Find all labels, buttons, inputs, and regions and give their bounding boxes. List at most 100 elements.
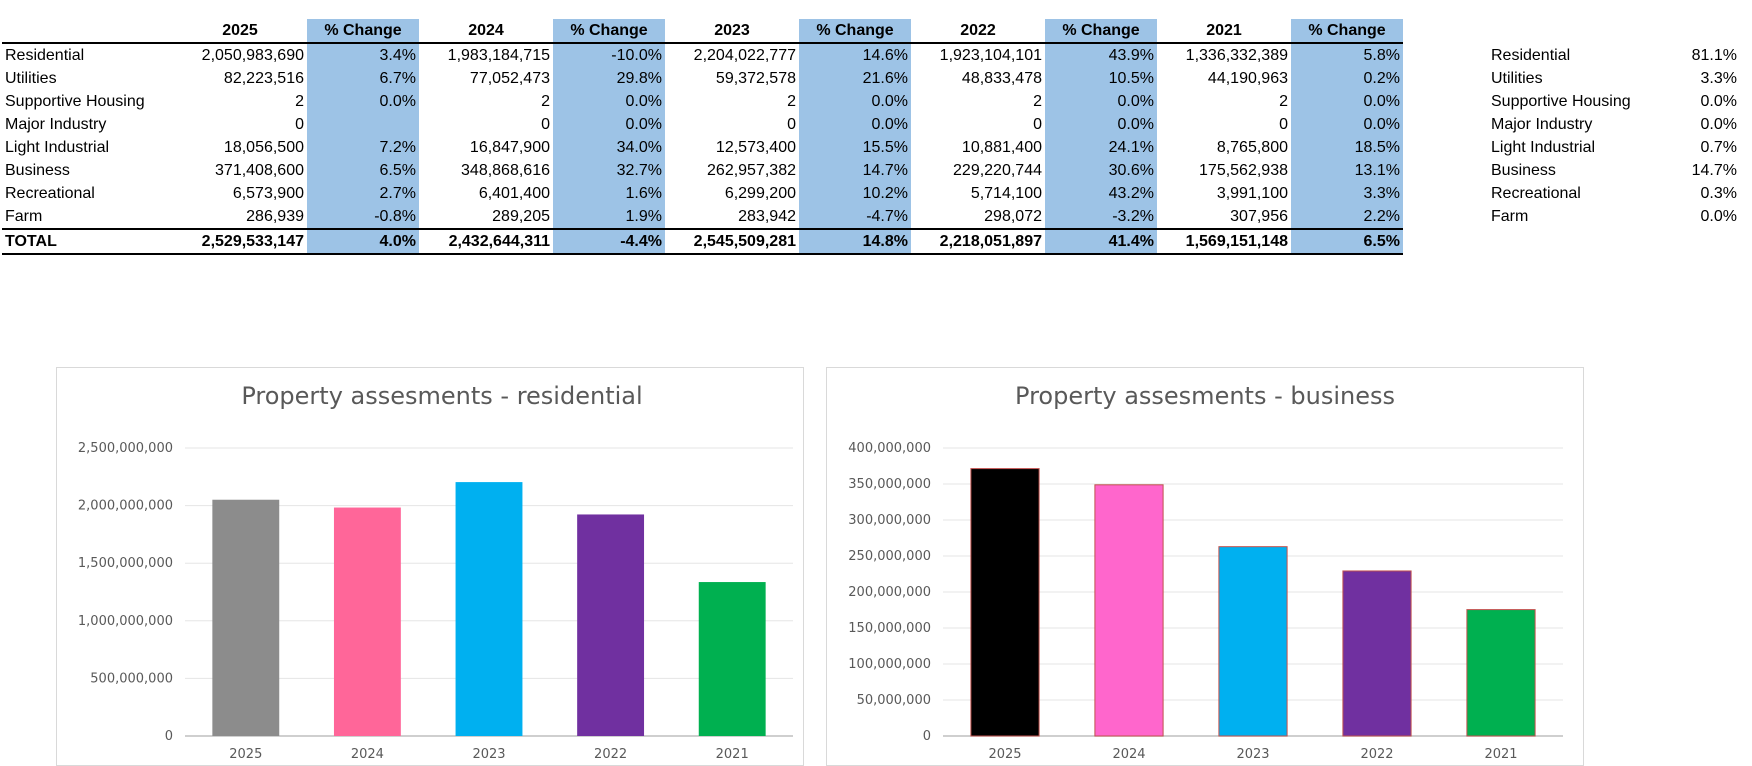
assessment-value-cell: 0 <box>541 116 550 133</box>
assessment-value-cell: 2 <box>1279 93 1288 110</box>
percent-change-cell: 14.7% <box>799 159 911 182</box>
row-label: Farm <box>5 208 43 225</box>
share-table: Residential 81.1% Utilities 3.3% Supportive … <box>1488 44 1740 228</box>
percent-change-cell: 34.0% <box>553 136 665 159</box>
percent-change-cell: -4.4% <box>553 228 665 255</box>
assessment-value-cell: 6,573,900 <box>232 185 304 202</box>
assessment-value-cell: 6,299,200 <box>724 185 796 202</box>
percent-change-cell: 3.3% <box>1291 182 1403 205</box>
percent-change-cell: 14.8% <box>799 228 911 255</box>
row-label: Light Industrial <box>5 139 110 156</box>
change-header: % Change <box>799 19 911 44</box>
percent-change-cell: 10.5% <box>1045 67 1157 90</box>
table-row: Residential 2,050,983,690 3.4% 1,983,184,71… <box>2 43 1403 67</box>
y-tick-label: 0 <box>923 729 931 744</box>
percent-change-cell: -10.0% <box>553 43 665 67</box>
assessment-value-cell: 286,939 <box>246 208 304 225</box>
percent-change-cell: 0.0% <box>307 90 419 113</box>
percent-change-cell: 0.2% <box>1291 67 1403 90</box>
row-label: Recreational <box>5 185 95 202</box>
row-label: TOTAL <box>2 228 173 255</box>
assessment-value-cell: 2 <box>541 93 550 110</box>
bar-2025 <box>970 468 1040 737</box>
bar-2025 <box>212 499 280 736</box>
x-tick-label: 2023 <box>472 747 505 762</box>
assessment-value-cell: 229,220,744 <box>953 162 1042 179</box>
assessment-value-cell: 2,432,644,311 <box>419 228 553 255</box>
assessment-value-cell: 12,573,400 <box>715 139 796 156</box>
assessment-value-cell: 10,881,400 <box>961 139 1042 156</box>
percent-change-cell: 21.6% <box>799 67 911 90</box>
assessment-value-cell: 298,072 <box>984 208 1042 225</box>
bar-2024 <box>333 507 401 736</box>
bar-2022 <box>577 514 645 736</box>
percent-change-cell: 4.0% <box>307 228 419 255</box>
y-tick-label: 1,500,000,000 <box>78 556 173 571</box>
share-label: Residential <box>1491 47 1571 64</box>
y-tick-label: 300,000,000 <box>848 513 931 528</box>
row-label: Utilities <box>5 70 57 87</box>
assessment-value-cell: 16,847,900 <box>469 139 550 156</box>
assessment-value-cell: 2 <box>295 93 304 110</box>
x-tick-label: 2024 <box>1112 747 1145 762</box>
share-label: Utilities <box>1491 70 1543 87</box>
percent-change-cell: 43.2% <box>1045 182 1157 205</box>
y-tick-label: 500,000,000 <box>90 671 173 686</box>
y-tick-label: 400,000,000 <box>848 441 931 456</box>
share-value: 14.7% <box>1691 162 1737 179</box>
assessment-value-cell: 1,569,151,148 <box>1157 228 1291 255</box>
percent-change-cell: 24.1% <box>1045 136 1157 159</box>
assessment-value-cell: 307,956 <box>1230 208 1288 225</box>
table-row: Utilities 82,223,516 6.7% 77,052,473 29.8% 59… <box>2 67 1403 90</box>
share-label: Supportive Housing <box>1491 93 1631 110</box>
y-tick-label: 50,000,000 <box>857 693 931 708</box>
share-row: Light Industrial 0.7% <box>1488 136 1740 159</box>
bar-2023 <box>1218 546 1288 737</box>
share-row: Farm 0.0% <box>1488 205 1740 228</box>
percent-change-cell: 1.9% <box>553 205 665 229</box>
table-row: Recreational 6,573,900 2.7% 6,401,400 1.6% 6,… <box>2 182 1403 205</box>
x-tick-label: 2025 <box>229 747 262 762</box>
assessment-value-cell: 18,056,500 <box>223 139 304 156</box>
percent-change-cell: 6.5% <box>1291 228 1403 255</box>
assessment-value-cell: 3,991,100 <box>1216 185 1288 202</box>
percent-change-cell: 0.0% <box>1045 90 1157 113</box>
year-header: 2025 <box>173 19 307 44</box>
share-label: Recreational <box>1491 185 1581 202</box>
assessment-value-cell: 2,529,533,147 <box>173 228 307 255</box>
percent-change-cell: -4.7% <box>799 205 911 229</box>
percent-change-cell: 5.8% <box>1291 43 1403 67</box>
table-row: Farm 286,939 -0.8% 289,205 1.9% 283,942 -4.7% 2… <box>2 205 1403 229</box>
percent-change-cell: 0.0% <box>799 90 911 113</box>
percent-change-cell: 1.6% <box>553 182 665 205</box>
percent-change-cell: 15.5% <box>799 136 911 159</box>
share-row: Residential 81.1% <box>1488 44 1740 67</box>
year-header: 2023 <box>665 19 799 44</box>
change-header: % Change <box>307 19 419 44</box>
share-row: Supportive Housing 0.0% <box>1488 90 1740 113</box>
percent-change-cell: 13.1% <box>1291 159 1403 182</box>
assessment-value-cell: 2 <box>1033 93 1042 110</box>
change-header: % Change <box>553 19 665 44</box>
percent-change-cell: 29.8% <box>553 67 665 90</box>
share-label: Farm <box>1491 208 1529 225</box>
assessment-value-cell: 59,372,578 <box>715 70 796 87</box>
share-value: 0.0% <box>1700 116 1737 133</box>
percent-change-cell: 32.7% <box>553 159 665 182</box>
percent-change-cell: 43.9% <box>1045 43 1157 67</box>
percent-change-cell: 2.2% <box>1291 205 1403 229</box>
y-tick-label: 250,000,000 <box>848 549 931 564</box>
table-header-row: 2025 % Change 2024 % Change 2023 % Chang… <box>2 19 1403 44</box>
y-tick-label: 1,000,000,000 <box>78 614 173 629</box>
x-tick-label: 2022 <box>594 747 627 762</box>
table-row: Business 371,408,600 6.5% 348,868,616 32.7% 2… <box>2 159 1403 182</box>
business-chart-svg: Property assesments - business 0 50,000,00… <box>848 382 1563 762</box>
assessment-value-cell: 289,205 <box>492 208 550 225</box>
percent-change-cell: 30.6% <box>1045 159 1157 182</box>
header-blank <box>2 19 173 44</box>
y-tick-label: 2,000,000,000 <box>78 499 173 514</box>
share-value: 81.1% <box>1691 47 1737 64</box>
percent-change-cell: 0.0% <box>1045 113 1157 136</box>
assessment-value-cell: 1,923,104,101 <box>939 47 1042 64</box>
bar-2022 <box>1342 570 1412 737</box>
